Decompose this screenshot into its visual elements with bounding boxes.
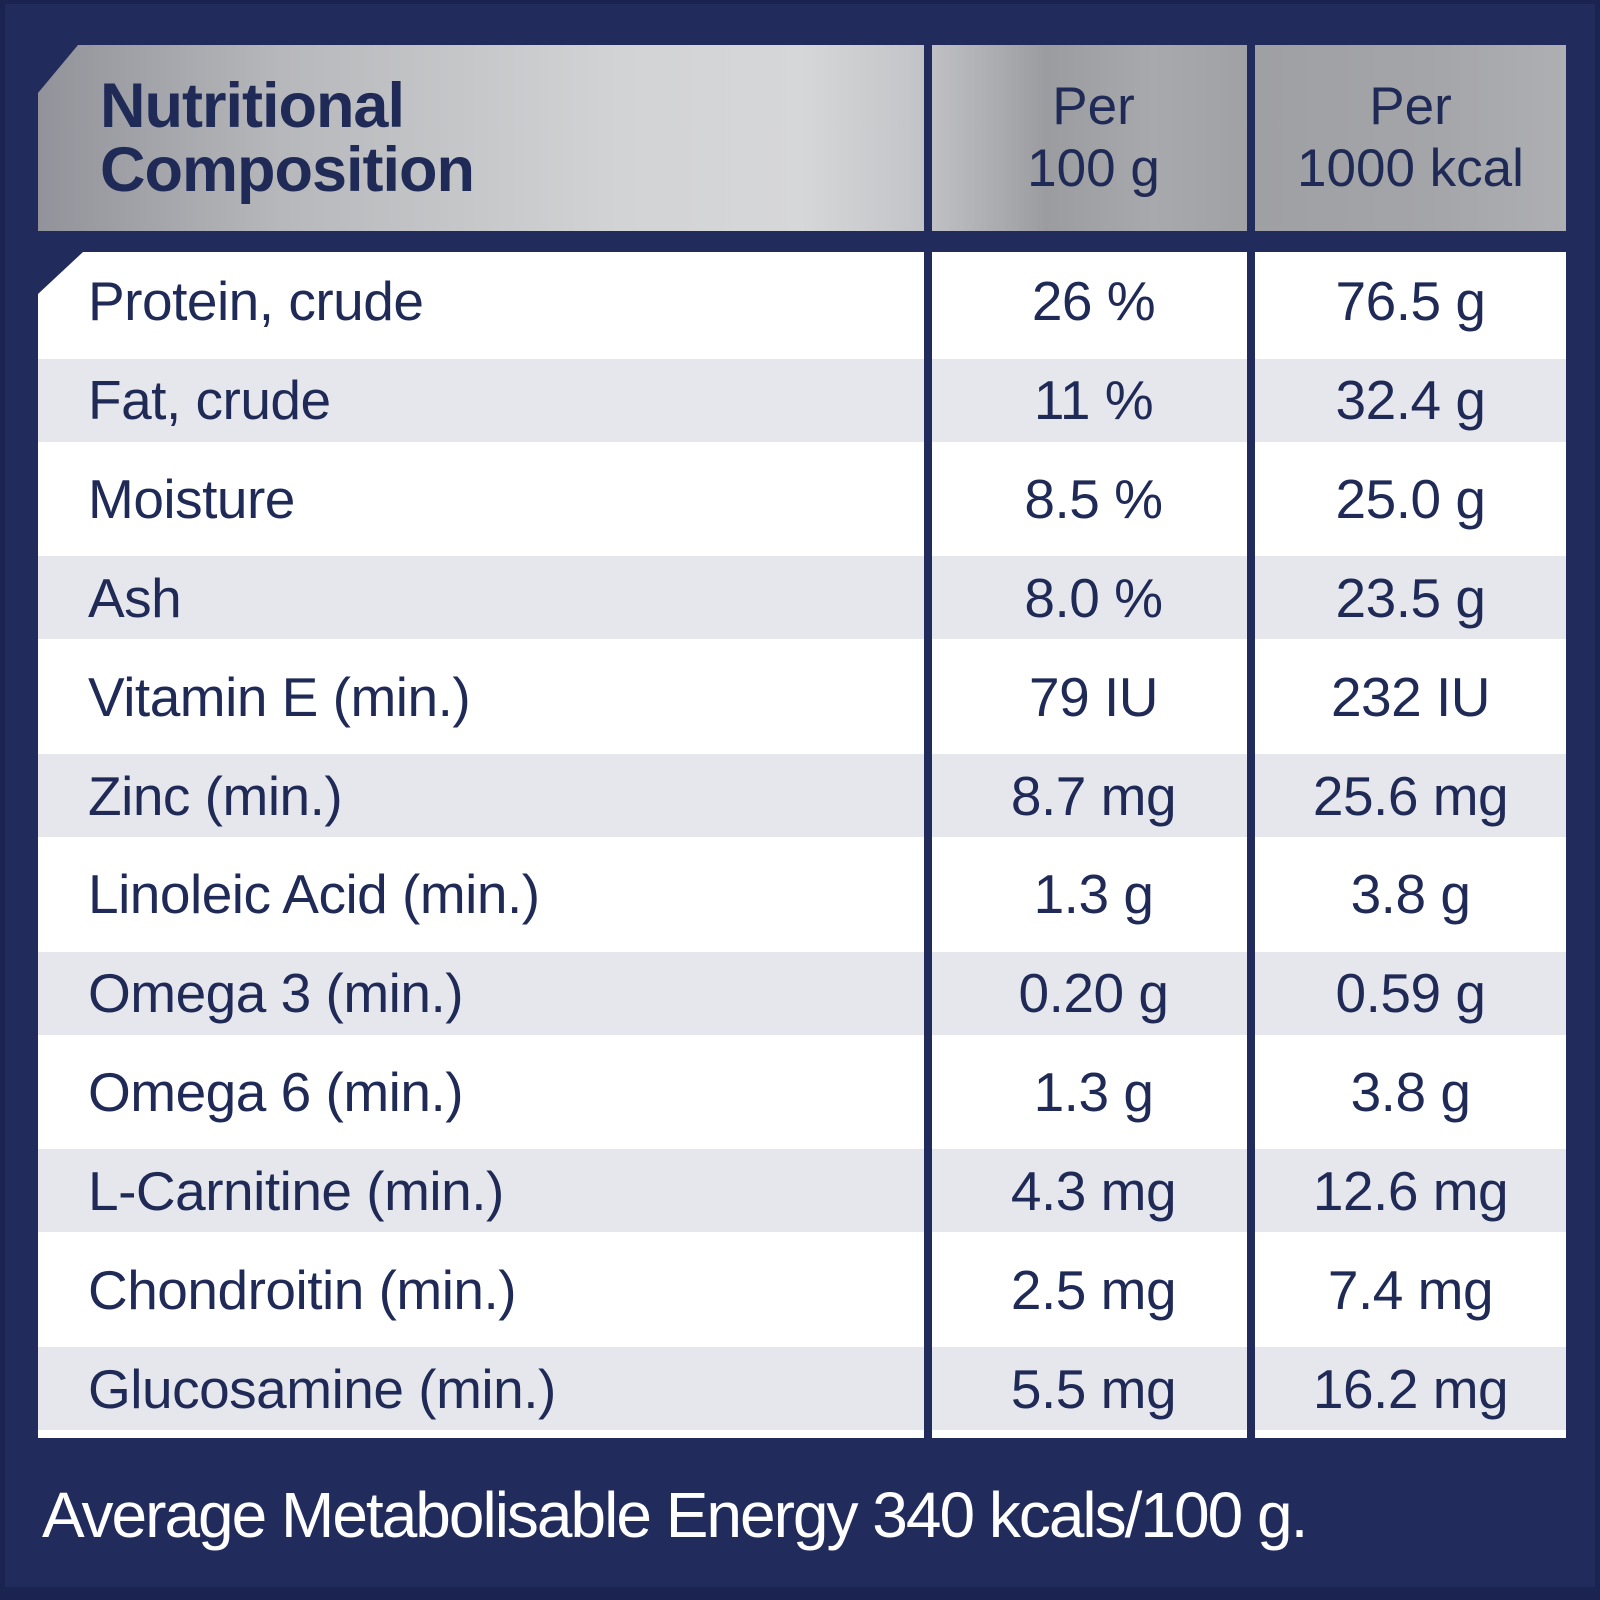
nutrient-label: Chondroitin (min.) [88,1258,517,1321]
nutrient-label: Glucosamine (min.) [88,1357,556,1420]
value-per-100g: 1.3 g [1033,863,1154,926]
table-title-line1: Nutritional [100,70,405,141]
nutrient-label: Protein, crude [88,270,424,333]
column-header-per-100g-line2: 100 g [1027,139,1160,198]
value-per-1000kcal: 12.6 mg [1312,1159,1509,1222]
table-row: Protein, crude 26 % 76.5 g [38,252,1566,351]
value-per-100g: 8.7 mg [1010,764,1177,827]
value-per-100g: 2.5 mg [1010,1258,1177,1321]
value-per-1000kcal: 232 IU [1330,665,1491,728]
value-per-1000kcal: 25.6 mg [1312,764,1509,827]
column-header-per-1000kcal: Per 1000 kcal [1255,76,1566,200]
value-per-1000kcal: 25.0 g [1335,468,1486,531]
nutrition-table: Nutritional Composition Per 100 g Per 10… [38,45,1566,1438]
table-row: Fat, crude 11 % 32.4 g [38,350,1566,450]
column-header-per-100g-line1: Per [1052,77,1135,136]
nutrient-label: Omega 6 (min.) [88,1061,464,1124]
table-row: Zinc (min.) 8.7 mg 25.6 mg [38,746,1566,845]
nutrient-label: L-Carnitine (min.) [88,1159,504,1222]
value-per-1000kcal: 76.5 g [1335,270,1486,333]
nutrient-label: Moisture [88,468,295,531]
value-per-100g: 8.5 % [1024,468,1163,531]
column-separator-1 [924,45,932,1438]
table-title: Nutritional Composition [38,70,932,205]
value-per-1000kcal: 3.8 g [1350,1061,1471,1124]
nutrient-label: Vitamin E (min.) [88,665,471,728]
table-row: Omega 3 (min.) 0.20 g 0.59 g [38,943,1566,1043]
column-header-per-100g: Per 100 g [932,76,1255,200]
table-row: Glucosamine (min.) 5.5 mg 16.2 mg [38,1339,1566,1438]
table-row: Linoleic Acid (min.) 1.3 g 3.8 g [38,845,1566,944]
table-row: Moisture 8.5 % 25.0 g [38,450,1566,549]
value-per-100g: 1.3 g [1033,1061,1154,1124]
nutrient-label: Ash [88,566,182,629]
table-row: Chondroitin (min.) 2.5 mg 7.4 mg [38,1240,1566,1339]
column-header-per-1000kcal-line2: 1000 kcal [1297,139,1524,198]
table-header: Nutritional Composition Per 100 g Per 10… [38,45,1566,231]
table-row: Omega 6 (min.) 1.3 g 3.8 g [38,1043,1566,1142]
table-body: Protein, crude 26 % 76.5 g Fat, crude 11… [38,252,1566,1438]
table-title-line2: Composition [100,135,475,205]
value-per-1000kcal: 7.4 mg [1327,1258,1494,1321]
value-per-100g: 79 IU [1029,665,1158,728]
value-per-1000kcal: 16.2 mg [1312,1357,1509,1420]
nutrient-label: Fat, crude [88,369,331,432]
metabolisable-energy-note: Average Metabolisable Energy 340 kcals/1… [42,1479,1308,1551]
table-row: Vitamin E (min.) 79 IU 232 IU [38,647,1566,746]
value-per-100g: 5.5 mg [1010,1357,1177,1420]
value-per-1000kcal: 0.59 g [1335,962,1486,1025]
value-per-1000kcal: 32.4 g [1335,369,1486,432]
value-per-100g: 26 % [1031,270,1156,333]
value-per-100g: 0.20 g [1018,962,1169,1025]
nutrient-label: Linoleic Acid (min.) [88,863,540,926]
value-per-1000kcal: 3.8 g [1350,863,1471,926]
value-per-1000kcal: 23.5 g [1335,566,1486,629]
value-per-100g: 11 % [1033,369,1154,432]
nutrient-label: Omega 3 (min.) [88,962,464,1025]
value-per-100g: 4.3 mg [1010,1159,1177,1222]
nutrient-label: Zinc (min.) [88,764,343,827]
table-row: Ash 8.0 % 23.5 g [38,548,1566,648]
column-header-per-1000kcal-line1: Per [1369,77,1452,136]
table-row: L-Carnitine (min.) 4.3 mg 12.6 mg [38,1141,1566,1241]
value-per-100g: 8.0 % [1024,566,1163,629]
column-separator-2 [1247,45,1255,1438]
